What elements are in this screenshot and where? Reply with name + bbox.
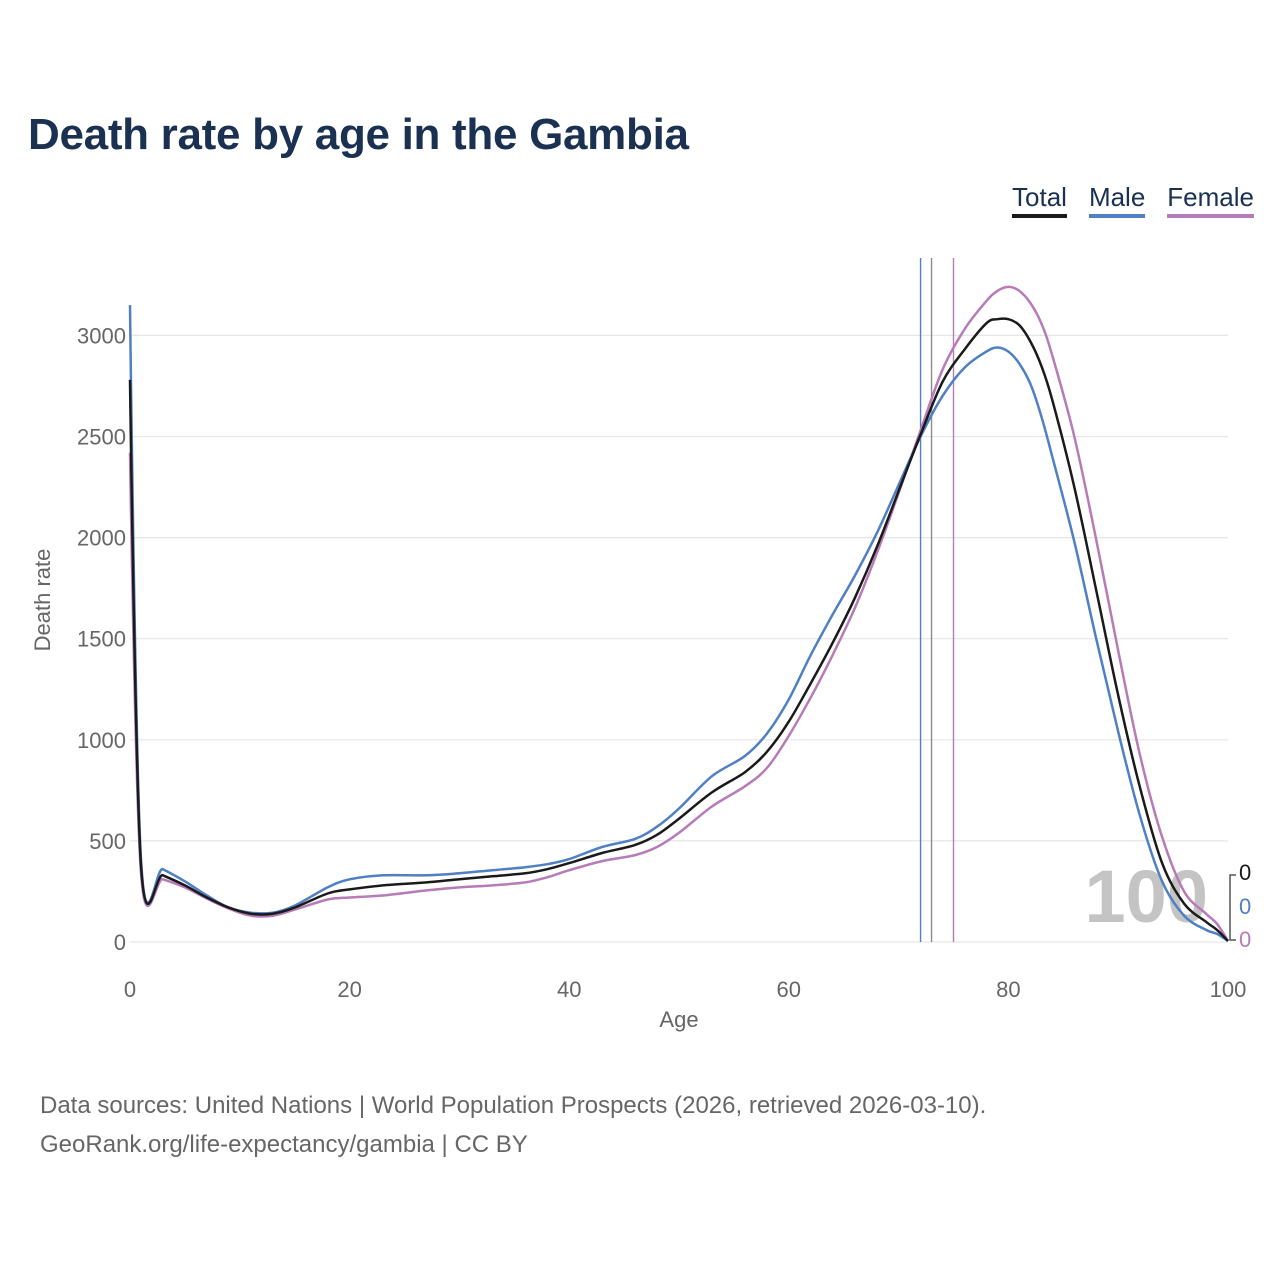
y-tick-label: 1000: [77, 728, 126, 753]
legend-total[interactable]: Total: [1012, 182, 1067, 218]
x-tick-label: 60: [777, 977, 801, 1002]
chart-title: Death rate by age in the Gambia: [28, 110, 689, 159]
source-note: Data sources: United Nations | World Pop…: [40, 1086, 986, 1164]
source-line-1: Data sources: United Nations | World Pop…: [40, 1092, 987, 1119]
end-value-male: 0: [1239, 894, 1251, 919]
y-tick-label: 1500: [77, 627, 126, 652]
x-tick-label: 20: [337, 977, 361, 1002]
y-tick-label: 500: [89, 829, 126, 854]
x-tick-label: 40: [557, 977, 581, 1002]
series-line-male: [128, 305, 1229, 943]
x-tick-label: 0: [124, 977, 136, 1002]
value-bracket: [1229, 874, 1236, 941]
legend: Total Male Female: [1012, 182, 1254, 218]
y-tick-label: 2500: [77, 425, 126, 450]
y-tick-label: 0: [114, 930, 126, 955]
source-line-2: GeoRank.org/life-expectancy/gambia | CC …: [40, 1131, 528, 1158]
legend-male[interactable]: Male: [1088, 182, 1146, 218]
y-tick-label: 3000: [77, 323, 126, 348]
x-tick-label: 80: [996, 977, 1020, 1002]
legend-female[interactable]: Female: [1167, 182, 1254, 218]
series-line-total: [128, 317, 1229, 942]
x-tick-label: 100: [1210, 977, 1247, 1002]
age-annotation: 100: [1085, 855, 1208, 938]
y-axis-title: Death rate: [30, 549, 55, 652]
end-value-female: 0: [1239, 927, 1251, 952]
y-tick-label: 2000: [77, 526, 126, 551]
x-axis-title: Age: [659, 1007, 698, 1032]
series-line-female: [128, 285, 1230, 942]
end-value-total: 0: [1239, 860, 1251, 885]
